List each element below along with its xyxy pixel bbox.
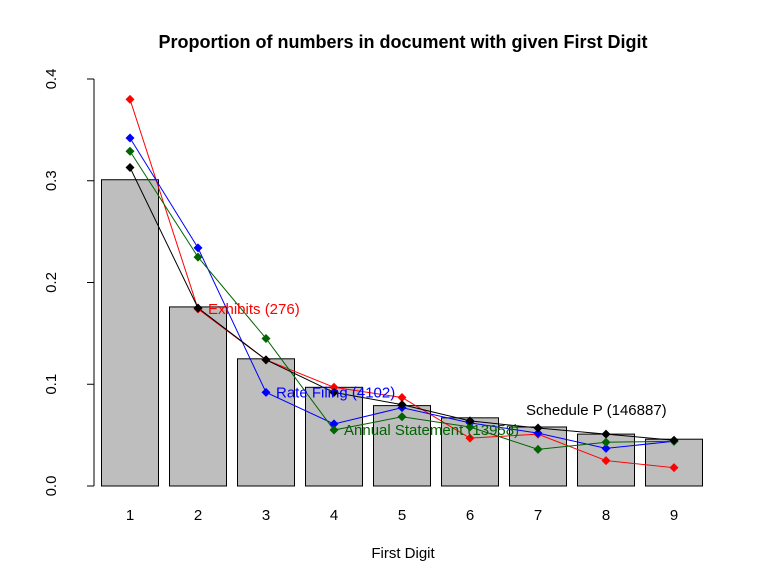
y-axis: 0.0 0.1 0.2 0.3 0.4 <box>43 69 95 497</box>
bar-1 <box>101 179 159 487</box>
series-point-schedule-p-146887-5 <box>397 400 407 410</box>
chart-title: Proportion of numbers in document with g… <box>159 32 648 52</box>
series-label-schedule-p-146887: Schedule P (146887) <box>526 402 667 419</box>
x-tick-label: 9 <box>670 507 678 524</box>
series-point-rate-filing-4102-1 <box>125 133 135 143</box>
series-point-exhibits-276-4 <box>329 382 339 392</box>
series-point-exhibits-276-5 <box>397 392 407 402</box>
x-tick-label: 7 <box>534 507 542 524</box>
series-point-schedule-p-146887-1 <box>125 163 135 173</box>
series-point-annual-statement-13958-8 <box>601 437 611 447</box>
series-point-schedule-p-146887-6 <box>465 416 475 426</box>
series-points-layer <box>125 94 679 473</box>
series-point-annual-statement-13958-5 <box>397 412 407 422</box>
series-label-exhibits-276: Exhibits (276) <box>208 301 300 318</box>
series-label-annual-statement-13958: Annual Statement (13958) <box>344 422 519 439</box>
y-tick-label: 0.1 <box>43 374 60 395</box>
series-point-schedule-p-146887-7 <box>533 423 543 433</box>
series-point-exhibits-276-9 <box>669 463 679 473</box>
series-point-annual-statement-13958-3 <box>261 333 271 343</box>
x-tick-label: 2 <box>194 507 202 524</box>
series-point-rate-filing-4102-4 <box>329 419 339 429</box>
y-tick-label: 0.0 <box>43 476 60 497</box>
series-point-schedule-p-146887-8 <box>601 429 611 439</box>
series-point-annual-statement-13958-2 <box>193 252 203 262</box>
series-point-schedule-p-146887-9 <box>669 435 679 445</box>
bar-2 <box>169 306 227 487</box>
x-tick-label: 4 <box>330 507 338 524</box>
series-point-annual-statement-13958-6 <box>465 422 475 432</box>
bar-3 <box>237 358 295 487</box>
series-point-rate-filing-4102-2 <box>193 243 203 253</box>
series-point-annual-statement-13958-4 <box>329 425 339 435</box>
series-point-exhibits-276-1 <box>125 94 135 104</box>
series-point-schedule-p-146887-2 <box>193 303 203 313</box>
x-tick-label: 6 <box>466 507 474 524</box>
y-tick-label: 0.3 <box>43 170 60 191</box>
series-point-annual-statement-13958-1 <box>125 146 135 156</box>
x-tick-label: 8 <box>602 507 610 524</box>
x-tick-label: 1 <box>126 507 134 524</box>
bar-9 <box>645 438 703 487</box>
series-point-exhibits-276-6 <box>465 433 475 443</box>
bars-layer <box>101 179 703 487</box>
series-label-rate-filing-4102: Rate Filing (4102) <box>276 384 395 401</box>
y-tick-label: 0.4 <box>43 69 60 90</box>
bar-7 <box>509 426 567 487</box>
x-tick-label: 5 <box>398 507 406 524</box>
series-point-annual-statement-13958-7 <box>533 444 543 454</box>
series-point-exhibits-276-8 <box>601 456 611 466</box>
series-point-rate-filing-4102-3 <box>261 387 271 397</box>
series-point-rate-filing-4102-7 <box>533 428 543 438</box>
series-point-schedule-p-146887-4 <box>329 387 339 397</box>
y-tick-label: 0.2 <box>43 272 60 293</box>
x-tick-label: 3 <box>262 507 270 524</box>
x-axis: 1 2 3 4 5 6 7 8 9 <box>126 507 678 524</box>
x-axis-label: First Digit <box>371 545 435 562</box>
series-point-schedule-p-146887-3 <box>261 355 271 365</box>
series-labels-layer: Exhibits (276) Rate Filing (4102) Annual S… <box>208 301 667 439</box>
series-point-rate-filing-4102-8 <box>601 443 611 453</box>
